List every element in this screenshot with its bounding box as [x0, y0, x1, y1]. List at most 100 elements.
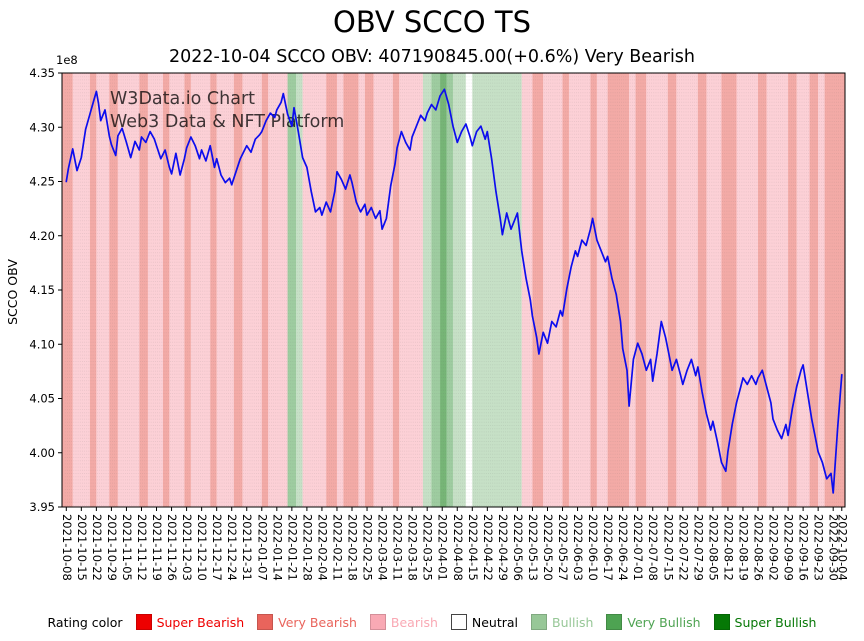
x-tick-label: 2022-06-24: [616, 514, 630, 581]
x-tick-label: 2022-02-18: [346, 514, 360, 581]
x-tick-label: 2022-04-22: [481, 514, 495, 581]
rating-band-neutral: [465, 73, 473, 507]
x-tick-label: 2021-10-08: [60, 514, 74, 581]
x-tick-label: 2022-06-03: [571, 514, 585, 581]
x-tick-label: 2022-09-30: [827, 514, 841, 581]
legend-swatch-super-bearish: [135, 614, 152, 630]
rating-band-bearish: [796, 73, 810, 507]
chart-subtitle: 2022-10-04 SCCO OBV: 407190845.00(+0.6%)…: [168, 47, 696, 67]
legend-item-neutral: Neutral: [450, 614, 518, 630]
x-tick-label: 2021-10-29: [105, 514, 119, 581]
x-tick-label: 2021-11-05: [120, 514, 134, 581]
y-tick-label: 4.15: [29, 283, 55, 297]
obv-line-layer: [65, 88, 843, 494]
rating-band-bearish: [629, 73, 636, 507]
x-tick-label: 2022-06-17: [601, 514, 615, 581]
x-tick-label: 2022-06-10: [586, 514, 600, 581]
rating-band-bearish: [568, 73, 591, 507]
legend-entry-label: Very Bullish: [627, 614, 701, 630]
rating-band-very_bearish: [697, 73, 707, 507]
x-tick-label: 2022-10-04: [835, 514, 849, 581]
rating-band-bearish: [72, 73, 90, 507]
legend-swatch-very-bullish: [606, 614, 623, 630]
rating-band-very_bearish: [809, 73, 819, 507]
rating-band-bearish: [117, 73, 140, 507]
rating-band-very_bearish: [721, 73, 737, 507]
x-tick-label: 2022-01-28: [300, 514, 314, 581]
rating-band-very_bearish: [89, 73, 97, 507]
watermark-line-2: Web3 Data & NFT Platform: [110, 112, 344, 132]
x-tick-label: 2022-09-23: [812, 514, 826, 581]
rating-band-very_bearish: [326, 73, 337, 507]
rating-bands-layer: [62, 73, 845, 507]
x-tick-label: 2022-07-22: [676, 514, 690, 581]
x-tick-label: 2022-08-12: [721, 514, 735, 581]
chart-title: OBV SCCO TS: [333, 5, 531, 39]
rating-band-very_bullish: [287, 73, 297, 507]
x-tick-label: 2022-07-08: [646, 514, 660, 581]
y-tick-label: 4.05: [29, 392, 55, 406]
legend-item-bullish: Bullish: [531, 614, 593, 630]
x-tick-label: 2022-08-26: [752, 514, 766, 581]
rating-band-very_bearish: [635, 73, 647, 507]
rating-band-bearish: [96, 73, 110, 507]
rating-band-very_bearish: [607, 73, 630, 507]
x-tick-label: 2022-01-07: [255, 514, 269, 581]
rating-band-very_bearish: [532, 73, 544, 507]
x-tick-label: 2021-12-03: [180, 514, 194, 581]
rating-band-bearish: [646, 73, 668, 507]
day-separators-layer: [64, 73, 844, 507]
rating-band-bearish: [676, 73, 698, 507]
x-tick-label: 2021-12-24: [225, 514, 239, 581]
x-tick-label: 2022-04-29: [496, 514, 510, 581]
rating-band-very_bearish: [364, 73, 374, 507]
rating-band-bullish: [452, 73, 466, 507]
rating-band-very_bearish: [139, 73, 148, 507]
legend-item-very-bullish: Very Bullish: [606, 614, 701, 630]
legend-swatch-super-bullish: [713, 614, 730, 630]
x-tick-label: 2022-04-01: [436, 514, 450, 581]
x-tick-label: 2022-07-29: [691, 514, 705, 581]
legend-entry-label: Super Bearish: [156, 614, 245, 630]
x-tick-label: 2022-07-01: [631, 514, 645, 581]
x-tick-label: 2022-05-20: [541, 514, 555, 581]
legend-item-very-bearish: Very Bearish: [257, 614, 357, 630]
x-tick-label: 2022-09-02: [767, 514, 781, 581]
y-axis-offset-label: 1e8: [56, 53, 78, 67]
rating-band-very_bearish: [590, 73, 597, 507]
legend-entry-label: Very Bearish: [278, 614, 357, 630]
y-axis-label: SCCO OBV: [5, 259, 20, 325]
legend-swatch-neutral: [450, 614, 467, 630]
obv-chart-plot: W3Data.io Chart Web3 Data & NFT Platform…: [5, 53, 849, 581]
rating-band-bearish: [302, 73, 327, 507]
watermark: W3Data.io Chart Web3 Data & NFT Platform: [110, 89, 344, 132]
rating-band-very_bearish: [109, 73, 118, 507]
rating-band-bearish: [399, 73, 423, 507]
x-tick-label: 2022-01-21: [285, 514, 299, 581]
x-tick-label: 2022-02-25: [361, 514, 375, 581]
rating-band-very_bearish: [261, 73, 269, 507]
axes-layer: SCCO OBV 1e8 3.95 4.00 4.05 4.10 4.15 4.20 4.2…: [5, 53, 849, 581]
legend-entry-label: Bullish: [552, 614, 594, 630]
rating-band-bearish: [147, 73, 163, 507]
rating-band-very_bearish: [788, 73, 797, 507]
obv-line: [65, 88, 843, 494]
x-tick-label: 2021-10-15: [75, 514, 89, 581]
x-tick-label: 2022-01-14: [270, 514, 284, 581]
rating-band-bullish: [472, 73, 522, 507]
x-tick-label: 2022-03-04: [376, 514, 390, 581]
rating-band-very_bearish: [210, 73, 217, 507]
rating-band-bearish: [736, 73, 758, 507]
rating-band-bearish: [242, 73, 262, 507]
x-tick-label: 2022-04-15: [466, 514, 480, 581]
watermark-line-1: W3Data.io Chart: [110, 89, 255, 109]
y-tick-label: 4.30: [29, 120, 55, 134]
rating-band-bearish: [216, 73, 234, 507]
x-tick-label: 2022-08-19: [736, 514, 750, 581]
x-tick-label: 2022-09-16: [797, 514, 811, 581]
legend-entry-label: Super Bullish: [734, 614, 817, 630]
x-tick-label: 2021-11-26: [165, 514, 179, 581]
x-tick-label: 2021-12-10: [195, 514, 209, 581]
rating-band-very_bearish: [758, 73, 767, 507]
rating-band-very_bearish: [62, 73, 73, 507]
